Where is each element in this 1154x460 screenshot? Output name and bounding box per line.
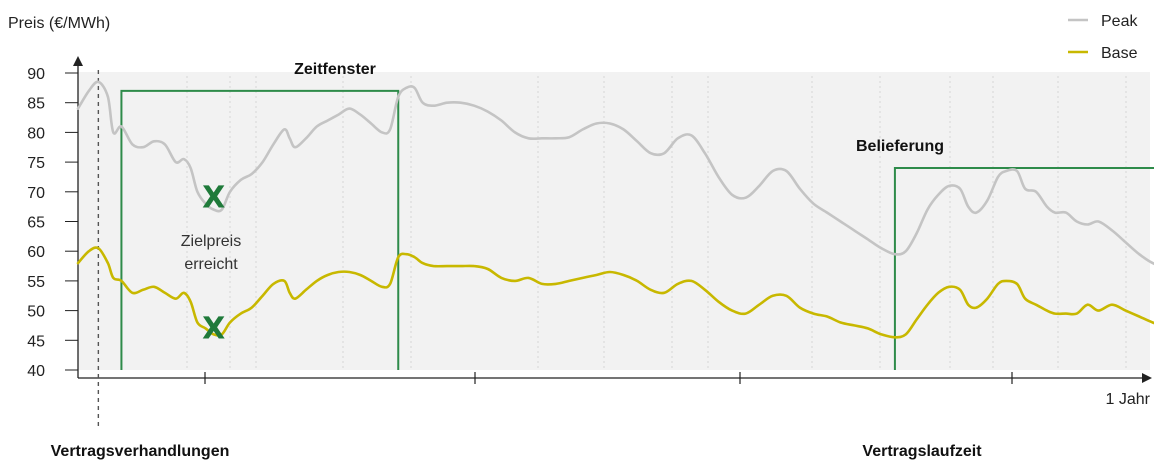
y-tick-label: 90 (27, 66, 45, 83)
zeitfenster-label: Zeitfenster (294, 61, 376, 78)
time-windows (120, 89, 1154, 370)
x-axis: 1 Jahr (78, 70, 1152, 430)
y-tick-label: 80 (27, 125, 45, 142)
zeitfenster-box (120, 89, 400, 370)
y-tick-label: 55 (27, 274, 45, 291)
y-tick-label: 40 (27, 363, 45, 380)
series-line-base (76, 246, 1154, 339)
zielpreis-label-line1: Zielpreis (181, 233, 241, 250)
y-tick-label: 65 (27, 215, 45, 232)
vertragslaufzeit-label: Vertragslaufzeit (862, 443, 982, 460)
y-tick-label: 60 (27, 244, 45, 261)
belieferung-label: Belieferung (856, 138, 944, 155)
markers: XX (202, 181, 225, 347)
y-axis: 40 45 50 55 60 65 70 75 80 85 90 Preis (€/MWh) (8, 15, 110, 380)
y-tick-label: 85 (27, 96, 45, 113)
x-axis-arrow (1142, 373, 1152, 383)
y-tick-label: 45 (27, 333, 45, 350)
target-marker-base: X (202, 311, 225, 346)
legend-label-peak: Peak (1101, 13, 1138, 30)
y-axis-title: Preis (€/MWh) (8, 15, 110, 32)
legend-label-base: Base (1101, 45, 1138, 62)
vertragsverhandlungen-label: Vertragsverhandlungen (51, 443, 230, 460)
belieferung-box (893, 167, 1154, 370)
y-axis-arrow (73, 56, 83, 66)
target-marker-peak: X (202, 181, 225, 216)
y-tick-label: 70 (27, 185, 45, 202)
series-lines (76, 80, 1154, 339)
x-axis-title: 1 Jahr (1106, 391, 1151, 408)
series-line-peak (76, 80, 1154, 266)
y-tick-label: 50 (27, 304, 45, 321)
plot-background (78, 72, 1150, 370)
zielpreis-label-line2: erreicht (184, 256, 238, 273)
annotations: Zeitfenster Belieferung Zielpreis erreicht V… (51, 61, 983, 460)
y-tick-label: 75 (27, 155, 45, 172)
legend: Peak Base (1068, 13, 1138, 62)
